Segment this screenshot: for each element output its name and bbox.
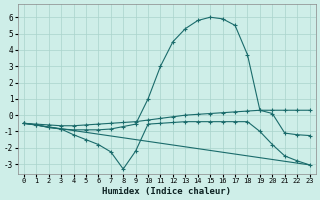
X-axis label: Humidex (Indice chaleur): Humidex (Indice chaleur) <box>102 187 231 196</box>
